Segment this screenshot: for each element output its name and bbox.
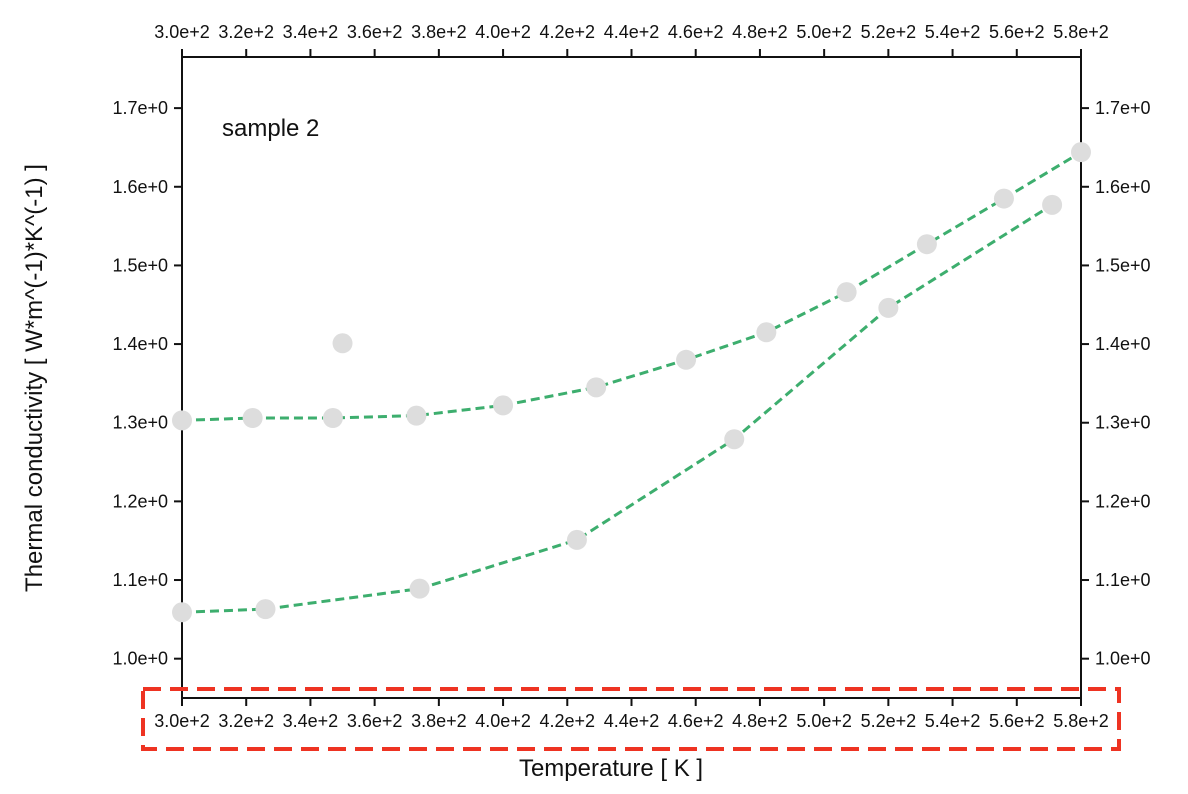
x-tick-label-bottom: 4.0e+2 <box>475 711 531 731</box>
series-2-point <box>566 529 587 550</box>
x-tick-label-bottom: 3.0e+2 <box>154 711 210 731</box>
y-tick-label-left: 1.1e+0 <box>112 570 168 590</box>
x-tick-label-top: 5.6e+2 <box>989 22 1045 42</box>
x-tick-label-top: 5.4e+2 <box>925 22 981 42</box>
x-tick-label-bottom: 4.6e+2 <box>668 711 724 731</box>
x-tick-label-top: 4.4e+2 <box>604 22 660 42</box>
series-1-fit-line <box>181 150 1082 422</box>
x-tick-label-bottom: 5.8e+2 <box>1053 711 1109 731</box>
y-axis-title: Thermal conductivity [ W*m^(-1)*K^(-1) ] <box>21 164 48 592</box>
series-2-point <box>878 297 899 318</box>
x-tick-label-bottom: 4.8e+2 <box>732 711 788 731</box>
series-1-point <box>836 282 857 303</box>
x-tick-label-top: 4.6e+2 <box>668 22 724 42</box>
y-tick-label-right: 1.1e+0 <box>1095 570 1151 590</box>
x-axis-title: Temperature [ K ] <box>519 755 703 782</box>
x-tick-label-bottom: 3.2e+2 <box>218 711 274 731</box>
y-tick-label-right: 1.2e+0 <box>1095 491 1151 511</box>
x-tick-label-bottom: 5.2e+2 <box>861 711 917 731</box>
y-tick-label-right: 1.7e+0 <box>1095 98 1151 118</box>
y-tick-label-left: 1.6e+0 <box>112 177 168 197</box>
data-series <box>172 142 1091 623</box>
series-1-point <box>172 410 192 431</box>
series-1-point <box>586 377 607 398</box>
x-tick-label-top: 3.0e+2 <box>154 22 210 42</box>
series-1-point <box>676 349 697 370</box>
series-3-point <box>332 333 353 354</box>
y-tick-label-right: 1.3e+0 <box>1095 413 1151 433</box>
y-tick-label-right: 1.5e+0 <box>1095 255 1151 275</box>
series-2-point <box>1042 194 1063 215</box>
x-tick-label-top: 4.0e+2 <box>475 22 531 42</box>
x-tick-label-top: 5.0e+2 <box>796 22 852 42</box>
x-tick-label-bottom: 3.4e+2 <box>283 711 339 731</box>
y-tick-label-left: 1.0e+0 <box>112 649 168 669</box>
y-tick-label-left: 1.4e+0 <box>112 334 168 354</box>
x-tick-label-top: 3.8e+2 <box>411 22 467 42</box>
y-tick-label-left: 1.7e+0 <box>112 98 168 118</box>
series-2-point <box>172 602 192 623</box>
x-tick-label-bottom: 4.4e+2 <box>604 711 660 731</box>
x-tick-label-top: 5.8e+2 <box>1053 22 1109 42</box>
annotation-sample-label: sample 2 <box>222 115 319 142</box>
series-1-point <box>493 395 514 416</box>
x-tick-label-top: 4.8e+2 <box>732 22 788 42</box>
x-tick-label-bottom: 3.6e+2 <box>347 711 403 731</box>
x-tick-label-top: 4.2e+2 <box>540 22 596 42</box>
series-1-point <box>756 322 777 343</box>
y-tick-label-left: 1.2e+0 <box>112 491 168 511</box>
series-2-fit-line <box>181 203 1053 614</box>
x-tick-label-top: 5.2e+2 <box>861 22 917 42</box>
x-tick-label-top: 3.6e+2 <box>347 22 403 42</box>
x-tick-label-bottom: 5.0e+2 <box>796 711 852 731</box>
x-tick-label-bottom: 5.6e+2 <box>989 711 1045 731</box>
x-tick-label-bottom: 3.8e+2 <box>411 711 467 731</box>
series-2-point <box>255 599 276 620</box>
series-1-point <box>916 234 937 255</box>
series-1-point <box>322 408 343 429</box>
y-tick-label-right: 1.0e+0 <box>1095 649 1151 669</box>
x-tick-label-bottom: 5.4e+2 <box>925 711 981 731</box>
y-tick-label-right: 1.6e+0 <box>1095 177 1151 197</box>
tick-marks: 3.0e+2 3.0e+2 3.2e+2 3.2e+2 3.4e+2 3.4e+2 3.6e… <box>112 22 1150 731</box>
series-1-point <box>242 408 263 429</box>
x-tick-label-top: 3.2e+2 <box>218 22 274 42</box>
y-tick-label-left: 1.3e+0 <box>112 413 168 433</box>
series-2-point <box>409 578 430 599</box>
series-1-point <box>1071 142 1091 163</box>
series-2-point <box>724 429 745 450</box>
series-1-point <box>993 188 1014 209</box>
y-tick-label-right: 1.4e+0 <box>1095 334 1151 354</box>
x-tick-label-bottom: 4.2e+2 <box>540 711 596 731</box>
x-tick-label-top: 3.4e+2 <box>283 22 339 42</box>
y-tick-label-left: 1.5e+0 <box>112 255 168 275</box>
series-1-point <box>406 405 427 426</box>
highlight-box <box>141 687 1121 751</box>
